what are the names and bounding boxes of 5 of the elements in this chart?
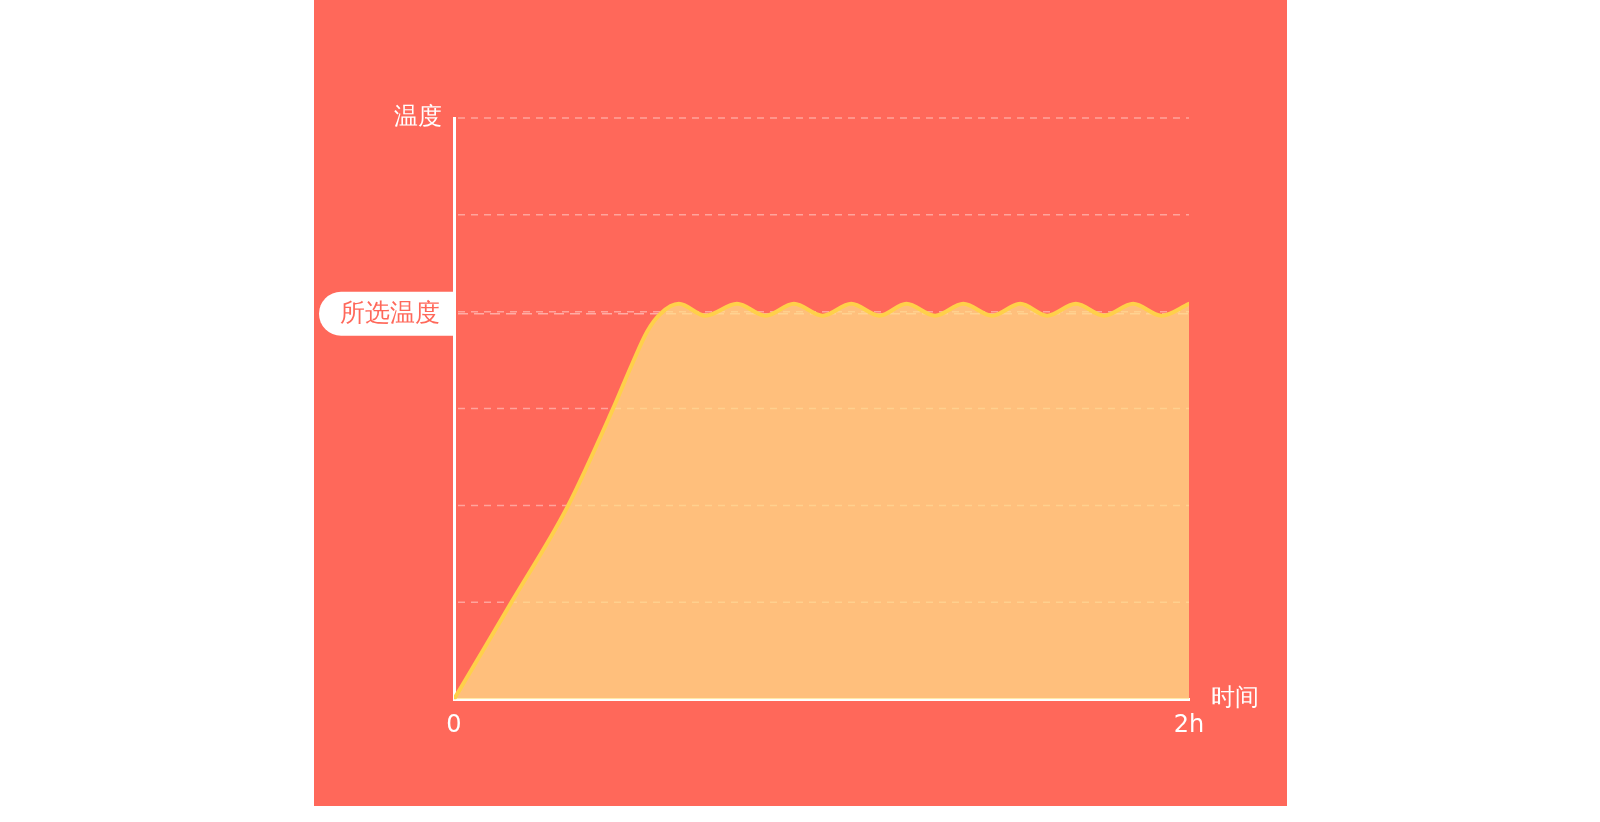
x-tick-label: 0	[446, 709, 462, 738]
ref-line-label: 所选温度	[340, 298, 440, 328]
x-axis-title: 时间	[1211, 683, 1259, 712]
text: 温度	[394, 102, 442, 131]
x-tick-label: 2h	[1173, 709, 1205, 738]
